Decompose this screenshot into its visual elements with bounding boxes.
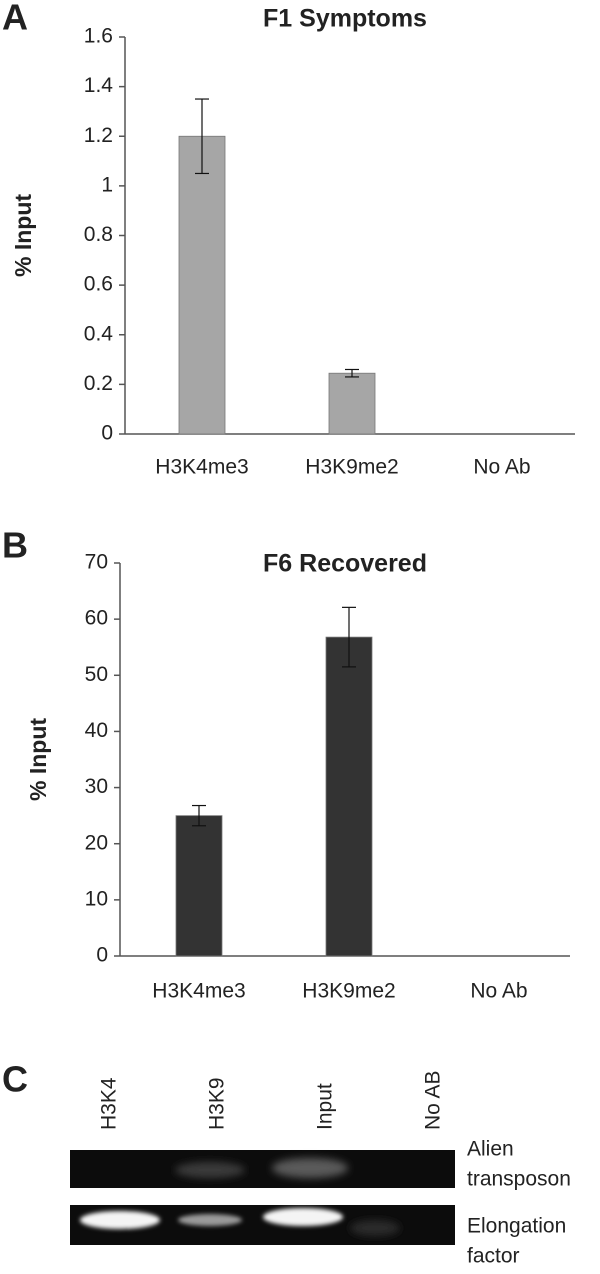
row-label: transposon (467, 1168, 571, 1191)
y-axis-label: % Input (10, 194, 36, 277)
chart-title: F1 Symptoms (263, 5, 427, 33)
lane-label: H3K9 (206, 1077, 229, 1130)
panel-label: C (2, 1059, 28, 1100)
error-bar (342, 606, 356, 668)
y-tick-label: 1 (101, 173, 113, 196)
x-tick-label: No Ab (470, 980, 527, 1003)
y-tick-label: 50 (85, 663, 108, 686)
lane-label: Input (314, 1083, 337, 1130)
bar (328, 372, 376, 435)
gel-band (272, 1158, 348, 1178)
gel-band (350, 1220, 400, 1236)
y-tick-label: 1.2 (84, 124, 113, 147)
y-tick-label: 60 (85, 607, 108, 630)
chart-title: F6 Recovered (263, 550, 427, 578)
panel-label: A (2, 0, 28, 38)
gel-band (263, 1208, 343, 1226)
bar (175, 815, 223, 957)
y-tick-label: 40 (85, 719, 108, 742)
error-bar (192, 804, 206, 827)
gel-band (178, 1214, 242, 1226)
y-tick-label: 1.6 (84, 25, 113, 48)
y-tick-label: 0.4 (84, 322, 114, 345)
lane-label: No AB (422, 1070, 445, 1130)
panel-label: B (2, 525, 28, 566)
y-tick-label: 70 (85, 551, 108, 574)
error-bar (345, 368, 359, 378)
y-tick-label: 0.8 (84, 223, 113, 246)
row-label: Elongation (467, 1215, 566, 1238)
y-tick-label: 20 (85, 831, 108, 854)
x-tick-label: H3K9me2 (305, 456, 398, 479)
y-axis-label: % Input (25, 718, 51, 801)
y-tick-label: 30 (85, 775, 108, 798)
x-tick-label: H3K4me3 (152, 980, 245, 1003)
x-tick-label: H3K9me2 (302, 980, 395, 1003)
lane-label: H3K4 (98, 1077, 121, 1130)
y-tick-label: 0 (101, 422, 113, 445)
row-label: factor (467, 1245, 520, 1268)
gel-row (70, 1150, 455, 1188)
y-tick-label: 0.6 (84, 273, 113, 296)
gel-band (175, 1162, 245, 1178)
y-tick-label: 10 (85, 887, 108, 910)
row-label: Alien (467, 1138, 514, 1161)
bar (325, 636, 373, 957)
x-tick-label: H3K4me3 (155, 456, 248, 479)
bar (178, 135, 226, 435)
x-tick-label: No Ab (473, 456, 530, 479)
error-bar (195, 98, 209, 175)
y-tick-label: 0 (96, 944, 108, 967)
gel-band (80, 1211, 160, 1229)
y-tick-label: 1.4 (84, 74, 114, 97)
y-tick-label: 0.2 (84, 372, 113, 395)
